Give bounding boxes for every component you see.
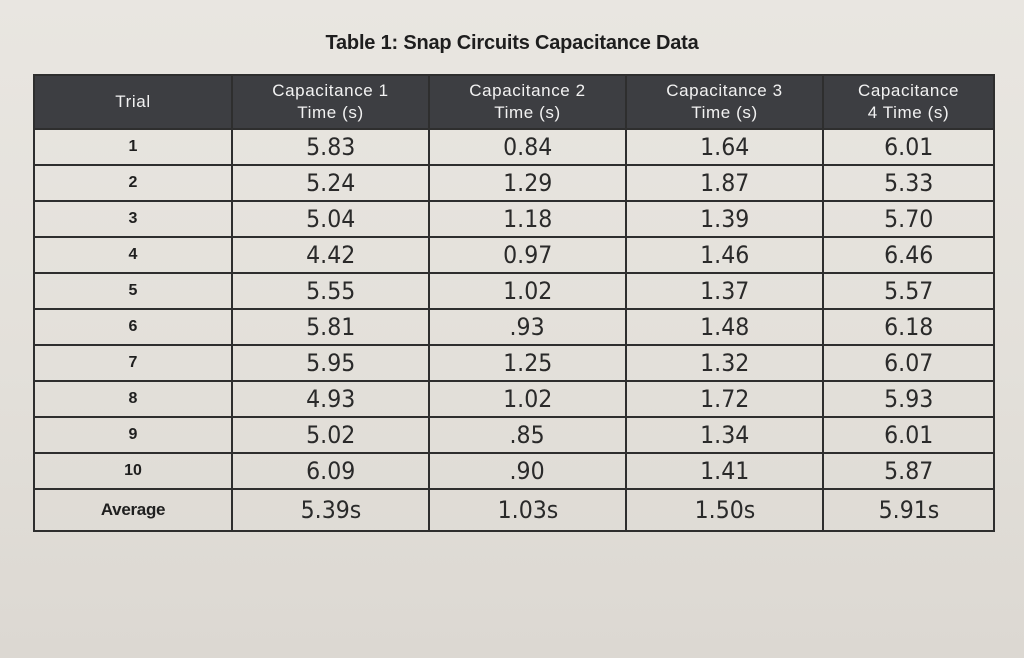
trial-number: 2: [33, 164, 233, 202]
average-label: Average: [33, 488, 233, 532]
trial-number: 9: [33, 416, 233, 454]
value-cell: 5.93: [822, 380, 995, 418]
value-cell: 1.02: [428, 272, 627, 310]
value-cell: 5.87: [822, 452, 995, 490]
value-cell: 1.41: [625, 452, 824, 490]
value-cell: 6.09: [231, 452, 430, 490]
average-value: 5.91s: [822, 488, 995, 532]
header-capacitance-2: Capacitance 2 Time (s): [428, 74, 627, 130]
value-cell: 5.02: [231, 416, 430, 454]
table-row: 2 5.24 1.29 1.87 5.33: [33, 164, 995, 202]
value-cell: 0.84: [428, 128, 627, 166]
header-capacitance-3: Capacitance 3 Time (s): [625, 74, 824, 130]
value-cell: 5.83: [231, 128, 430, 166]
trial-number: 1: [33, 128, 233, 166]
value-cell: 5.33: [822, 164, 995, 202]
value-cell: 5.55: [231, 272, 430, 310]
value-cell: 4.93: [231, 380, 430, 418]
value-cell: 5.57: [822, 272, 995, 310]
header-trial: Trial: [33, 74, 233, 130]
value-cell: 1.32: [625, 344, 824, 382]
value-cell: .85: [428, 416, 627, 454]
value-cell: 1.64: [625, 128, 824, 166]
value-cell: 6.18: [822, 308, 995, 346]
trial-number: 8: [33, 380, 233, 418]
value-cell: 6.01: [822, 416, 995, 454]
capacitance-table: Trial Capacitance 1 Time (s) Capacitance…: [33, 74, 995, 532]
table-row: 10 6.09 .90 1.41 5.87: [33, 452, 995, 490]
value-cell: 1.72: [625, 380, 824, 418]
value-cell: 6.46: [822, 236, 995, 274]
value-cell: 1.02: [428, 380, 627, 418]
value-cell: 4.42: [231, 236, 430, 274]
trial-number: 4: [33, 236, 233, 274]
table-row: 3 5.04 1.18 1.39 5.70: [33, 200, 995, 238]
value-cell: 6.01: [822, 128, 995, 166]
value-cell: 1.18: [428, 200, 627, 238]
table-row: 4 4.42 0.97 1.46 6.46: [33, 236, 995, 274]
trial-number: 6: [33, 308, 233, 346]
average-value: 5.39s: [231, 488, 430, 532]
header-row: Trial Capacitance 1 Time (s) Capacitance…: [33, 74, 995, 130]
table-row: 7 5.95 1.25 1.32 6.07: [33, 344, 995, 382]
header-capacitance-4: Capacitance 4 Time (s): [822, 74, 995, 130]
table-row: 5 5.55 1.02 1.37 5.57: [33, 272, 995, 310]
trial-number: 10: [33, 452, 233, 490]
value-cell: 1.25: [428, 344, 627, 382]
trial-number: 7: [33, 344, 233, 382]
value-cell: .90: [428, 452, 627, 490]
value-cell: 0.97: [428, 236, 627, 274]
table-row: 6 5.81 .93 1.48 6.18: [33, 308, 995, 346]
average-row: Average 5.39s 1.03s 1.50s 5.91s: [33, 488, 995, 532]
value-cell: .93: [428, 308, 627, 346]
value-cell: 5.04: [231, 200, 430, 238]
value-cell: 1.37: [625, 272, 824, 310]
value-cell: 1.87: [625, 164, 824, 202]
value-cell: 5.70: [822, 200, 995, 238]
value-cell: 6.07: [822, 344, 995, 382]
value-cell: 1.48: [625, 308, 824, 346]
header-capacitance-1: Capacitance 1 Time (s): [231, 74, 430, 130]
table-row: 9 5.02 .85 1.34 6.01: [33, 416, 995, 454]
average-value: 1.03s: [428, 488, 627, 532]
value-cell: 1.46: [625, 236, 824, 274]
average-value: 1.50s: [625, 488, 824, 532]
value-cell: 5.95: [231, 344, 430, 382]
value-cell: 1.39: [625, 200, 824, 238]
value-cell: 5.24: [231, 164, 430, 202]
table-row: 1 5.83 0.84 1.64 6.01: [33, 128, 995, 166]
value-cell: 1.34: [625, 416, 824, 454]
table-row: 8 4.93 1.02 1.72 5.93: [33, 380, 995, 418]
trial-number: 3: [33, 200, 233, 238]
trial-number: 5: [33, 272, 233, 310]
table-title: Table 1: Snap Circuits Capacitance Data: [325, 32, 699, 54]
value-cell: 1.29: [428, 164, 627, 202]
value-cell: 5.81: [231, 308, 430, 346]
